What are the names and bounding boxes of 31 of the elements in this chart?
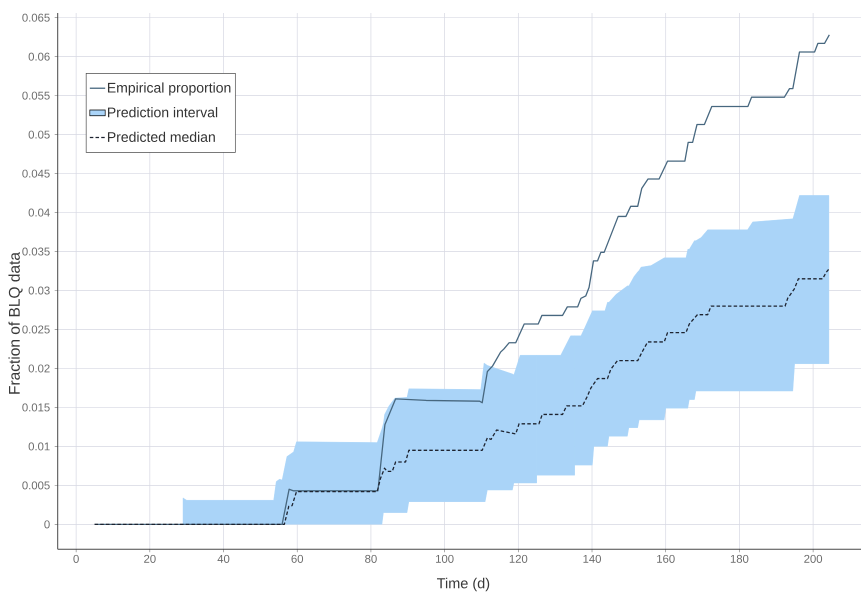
x-tick-label: 80 [365, 554, 377, 563]
y-tick-label: 0.065 [22, 14, 50, 22]
x-tick-label: 40 [218, 554, 230, 563]
x-tick-label: 120 [510, 554, 528, 563]
y-tick-label: 0.035 [22, 248, 50, 256]
x-axis-title: Time (d) [436, 578, 490, 592]
y-tick-label: 0.015 [22, 403, 50, 412]
legend-label: Prediction interval [108, 107, 218, 118]
y-tick-label: 0.025 [22, 325, 50, 334]
y-axis-title: Fraction of BLQ data [8, 252, 23, 394]
y-tick-label: 0.05 [28, 130, 50, 139]
y-tick-label: 0 [44, 520, 50, 528]
x-tick-label: 180 [730, 554, 748, 563]
legend-label: Predicted median [108, 132, 215, 142]
y-tick-label: 0.02 [28, 364, 50, 372]
y-tick-label: 0.03 [28, 286, 50, 294]
x-tick-label: 0 [73, 554, 79, 563]
x-tick-label: 60 [292, 554, 304, 563]
x-tick-label: 200 [804, 554, 822, 563]
y-tick-label: 0.045 [22, 170, 50, 178]
y-tick-label: 0.04 [28, 208, 50, 217]
y-tick-label: 0.005 [22, 481, 50, 490]
y-tick-label: 0.055 [22, 92, 50, 100]
y-tick-label: 0.06 [28, 52, 50, 61]
x-tick-label: 160 [657, 554, 675, 563]
line-series [94, 268, 830, 526]
x-tick-label: 100 [436, 554, 454, 563]
x-tick-label: 20 [144, 554, 156, 563]
x-tick-label: 140 [583, 554, 601, 563]
y-tick-label: 0.01 [28, 442, 50, 450]
legend-label: Empirical proportion [108, 82, 230, 96]
